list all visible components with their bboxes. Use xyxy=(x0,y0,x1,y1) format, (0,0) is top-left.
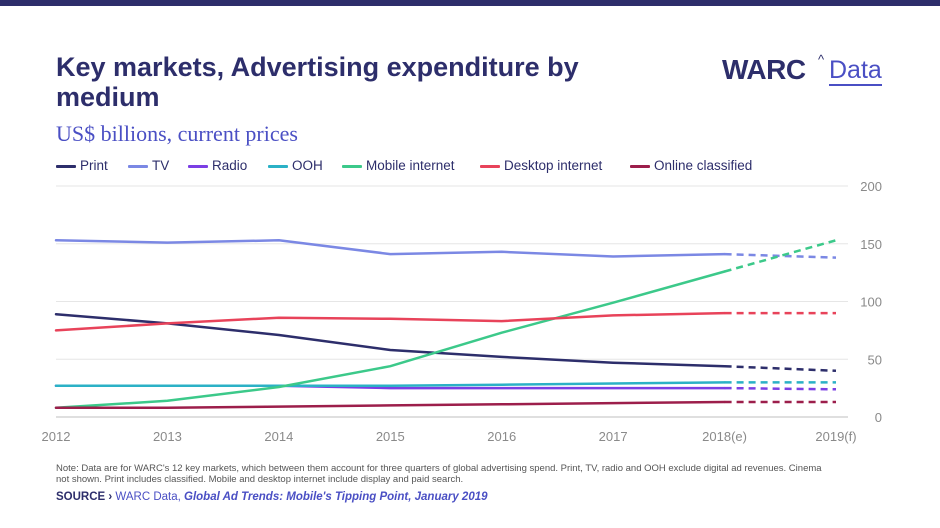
x-tick-label: 2018(e) xyxy=(702,429,747,444)
legend-label-print: Print xyxy=(80,158,108,173)
legend-label-ooh: OOH xyxy=(292,158,323,173)
chart-subtitle: US$ billions, current prices xyxy=(56,121,298,146)
source-line: SOURCE › WARC Data, Global Ad Trends: Mo… xyxy=(56,491,488,503)
legend-swatch-mobile-internet xyxy=(342,165,362,168)
y-tick-label: 0 xyxy=(875,410,882,425)
legend-label-desktop-internet: Desktop internet xyxy=(504,158,603,173)
legend-swatch-tv xyxy=(128,165,148,168)
y-tick-label: 150 xyxy=(860,237,882,252)
legend-swatch-print xyxy=(56,165,76,168)
series-line-desktop-internet xyxy=(54,311,726,332)
legend-swatch-radio xyxy=(188,165,208,168)
legend-swatch-ooh xyxy=(268,165,288,168)
x-tick-label: 2014 xyxy=(264,429,293,444)
chart-title: Key markets, Advertising expenditure by … xyxy=(56,52,579,112)
legend-label-online-classified: Online classified xyxy=(654,158,753,173)
top-accent-bar xyxy=(0,0,940,6)
legend-swatch-online-classified xyxy=(630,165,650,168)
series-forecast-line-radio xyxy=(724,386,837,391)
series-line-ooh xyxy=(54,381,726,388)
source-title: Global Ad Trends: Mobile's Tipping Point… xyxy=(184,491,488,503)
logo-product: Data xyxy=(829,56,882,86)
legend-label-mobile-internet: Mobile internet xyxy=(366,158,455,173)
logo-brand: WARC xyxy=(722,54,806,85)
y-tick-label: 200 xyxy=(860,179,882,194)
line-chart: 0 50 100 150 200 2012 2013 2014 2015 2016 2017 2018… xyxy=(42,179,882,444)
y-tick-label: 100 xyxy=(860,295,882,310)
y-tick-label: 50 xyxy=(868,352,882,367)
legend-label-radio: Radio xyxy=(212,158,248,173)
footnote: Note: Data are for WARC's 12 key markets… xyxy=(56,463,822,485)
x-tick-label: 2015 xyxy=(376,429,405,444)
series-forecast-line-tv xyxy=(724,252,837,259)
source-label: SOURCE › xyxy=(56,491,116,503)
x-tick-label: 2013 xyxy=(153,429,182,444)
series-line-mobile-internet xyxy=(54,270,726,410)
x-tick-label: 2016 xyxy=(487,429,516,444)
x-tick-label: 2012 xyxy=(42,429,71,444)
series-forecast-line-mobile-internet xyxy=(724,239,837,273)
logo-caret: ^ xyxy=(818,52,825,67)
legend-label-tv: TV xyxy=(152,158,170,173)
x-tick-label: 2019(f) xyxy=(815,429,856,444)
series-line-online-classified xyxy=(54,400,726,410)
source-org: WARC Data, xyxy=(115,491,185,503)
x-tick-label: 2017 xyxy=(599,429,628,444)
legend-swatch-desktop-internet xyxy=(480,165,500,168)
series-forecast-line-print xyxy=(724,364,837,373)
series-line-tv xyxy=(54,239,726,258)
series-line-print xyxy=(54,312,726,368)
